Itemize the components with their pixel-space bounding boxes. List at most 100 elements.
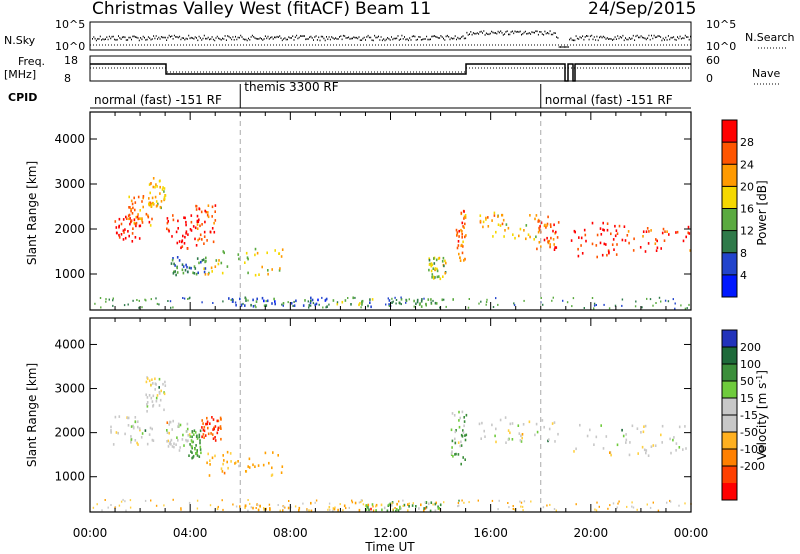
power-cell: [180, 246, 182, 250]
velocity-cell: [144, 499, 147, 502]
power-cell: [211, 205, 214, 209]
power-cell: [309, 301, 312, 305]
velocity-cell: [151, 427, 153, 431]
power-cell: [585, 239, 587, 243]
power-cell: [399, 301, 401, 305]
power-cell: [464, 222, 466, 226]
power-cell: [159, 179, 161, 183]
velocity-cell: [368, 508, 370, 512]
power-cell: [493, 211, 496, 215]
velocity-cell: [134, 420, 137, 423]
velocity-cell: [381, 508, 383, 512]
velocity-cell: [427, 502, 430, 506]
power-cell: [405, 298, 407, 301]
power-cell: [525, 237, 527, 241]
velocity-cell: [148, 379, 151, 383]
power-cell: [123, 231, 125, 234]
velocity-cell: [398, 500, 400, 503]
power-cell: [443, 264, 445, 268]
velocity-cell: [383, 506, 386, 510]
velocity-cell: [481, 421, 483, 425]
power-cell: [360, 306, 362, 309]
velocity-cell: [622, 434, 625, 438]
power-cell: [425, 303, 427, 306]
velocity-cell: [372, 505, 374, 508]
velocity-cell: [517, 424, 520, 427]
power-cell: [311, 298, 314, 302]
power-cell: [538, 226, 540, 230]
velocity-cell: [507, 502, 509, 504]
velocity-cell: [104, 499, 106, 501]
velocity-cell: [137, 420, 139, 423]
power-cell: [290, 302, 293, 305]
power-cell: [196, 223, 199, 226]
power-cell: [250, 303, 252, 307]
power-cell: [341, 300, 344, 304]
velocity-cell: [408, 502, 410, 505]
velocity-cell: [430, 501, 433, 504]
velocity-cell: [195, 452, 197, 456]
velocity-cell: [149, 426, 152, 430]
power-cell: [310, 299, 312, 303]
velocity-colorbar-tick-label: -100: [740, 443, 765, 456]
velocity-cell: [392, 508, 394, 511]
velocity-cell: [154, 382, 157, 385]
power-cell: [438, 275, 440, 278]
velocity-cell: [211, 416, 213, 419]
power-cell: [581, 252, 584, 255]
velocity-cell: [555, 509, 557, 512]
power-cell: [387, 297, 389, 300]
velocity-cell: [548, 427, 551, 431]
power-cell: [195, 208, 198, 211]
power-cell: [112, 299, 114, 302]
velocity-cell: [214, 436, 216, 439]
velocity-cell: [465, 413, 468, 417]
power-cell: [193, 265, 196, 268]
power-cell: [664, 299, 667, 302]
y-tick-label: 1000: [54, 267, 85, 281]
power-cell: [218, 259, 220, 262]
velocity-cell: [388, 503, 390, 507]
velocity-cell: [314, 501, 316, 504]
power-cell: [687, 225, 690, 229]
power-cell: [238, 257, 240, 261]
velocity-cell: [226, 450, 229, 454]
power-cell: [413, 305, 415, 308]
velocity-cell: [458, 419, 460, 422]
power-cell: [445, 305, 447, 308]
power-cell: [503, 235, 505, 238]
power-cell: [442, 275, 444, 278]
power-cell: [211, 215, 213, 218]
velocity-cell: [411, 504, 414, 507]
power-cell: [185, 220, 187, 224]
velocity-cell: [239, 505, 241, 508]
power-cell: [133, 196, 135, 200]
velocity-cell: [182, 433, 184, 437]
power-cell: [124, 236, 127, 240]
power-colorbar-segment: [722, 120, 737, 143]
velocity-cell: [302, 502, 304, 505]
velocity-cell: [477, 499, 479, 502]
power-cell: [149, 224, 152, 227]
velocity-cell: [167, 445, 170, 448]
velocity-cell: [196, 437, 199, 440]
power-cell: [172, 218, 175, 222]
velocity-cell: [280, 471, 283, 474]
power-cell: [425, 304, 427, 307]
y-tick-label: 4000: [54, 337, 85, 351]
velocity-cell: [181, 438, 184, 441]
velocity-cell: [420, 503, 422, 507]
power-cell: [684, 307, 687, 310]
power-cell: [221, 271, 224, 275]
power-cell: [467, 306, 470, 309]
power-cell: [211, 227, 214, 230]
power-cell: [213, 221, 215, 225]
velocity-cell: [437, 507, 440, 510]
power-cell: [230, 299, 232, 301]
velocity-cell: [232, 503, 234, 506]
power-cell: [605, 243, 607, 246]
power-cell: [655, 249, 658, 252]
power-cell: [539, 228, 541, 231]
power-cell: [182, 234, 184, 238]
